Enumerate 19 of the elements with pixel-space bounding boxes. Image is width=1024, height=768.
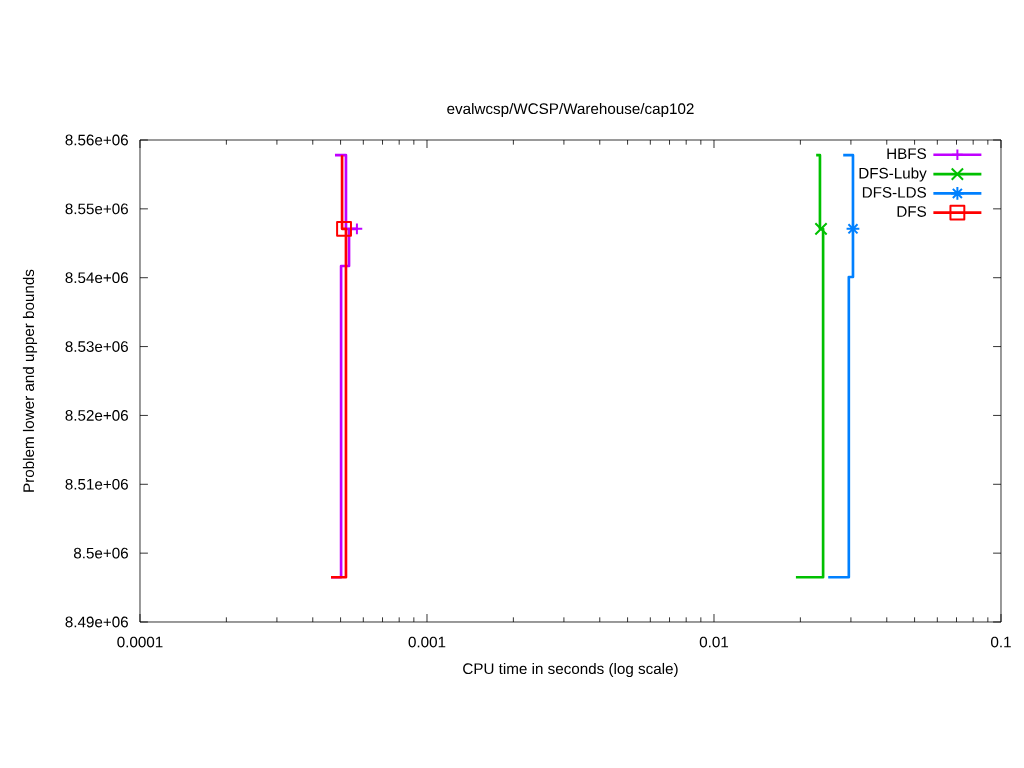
x-tick-label: 0.001 (408, 636, 446, 648)
y-tick-label: 8.5e+06 (73, 547, 128, 559)
y-tick-label: 8.51e+06 (65, 478, 128, 490)
x-tick-label: 0.01 (699, 636, 729, 648)
y-tick-label: 8.56e+06 (65, 134, 128, 146)
legend-label: DFS-Luby (859, 167, 927, 182)
x-tick-label: 0.0001 (117, 636, 163, 648)
y-tick-label: 8.55e+06 (65, 203, 128, 215)
y-axis-title: Problem lower and upper bounds (22, 269, 38, 492)
chart-title: evalwcsp/WCSP/Warehouse/cap102 (447, 102, 694, 118)
legend-label: HBFS (887, 148, 927, 160)
y-tick-label: 8.49e+06 (65, 616, 128, 628)
y-tick-label: 8.54e+06 (65, 272, 128, 284)
legend-label: DFS (897, 206, 927, 217)
legend-label: DFS-LDS (862, 186, 927, 198)
y-tick-label: 8.53e+06 (65, 341, 128, 352)
x-axis-title: CPU time in seconds (log scale) (463, 662, 678, 678)
x-tick-label: 0.1 (991, 636, 1011, 648)
y-tick-label: 8.52e+06 (65, 410, 128, 421)
